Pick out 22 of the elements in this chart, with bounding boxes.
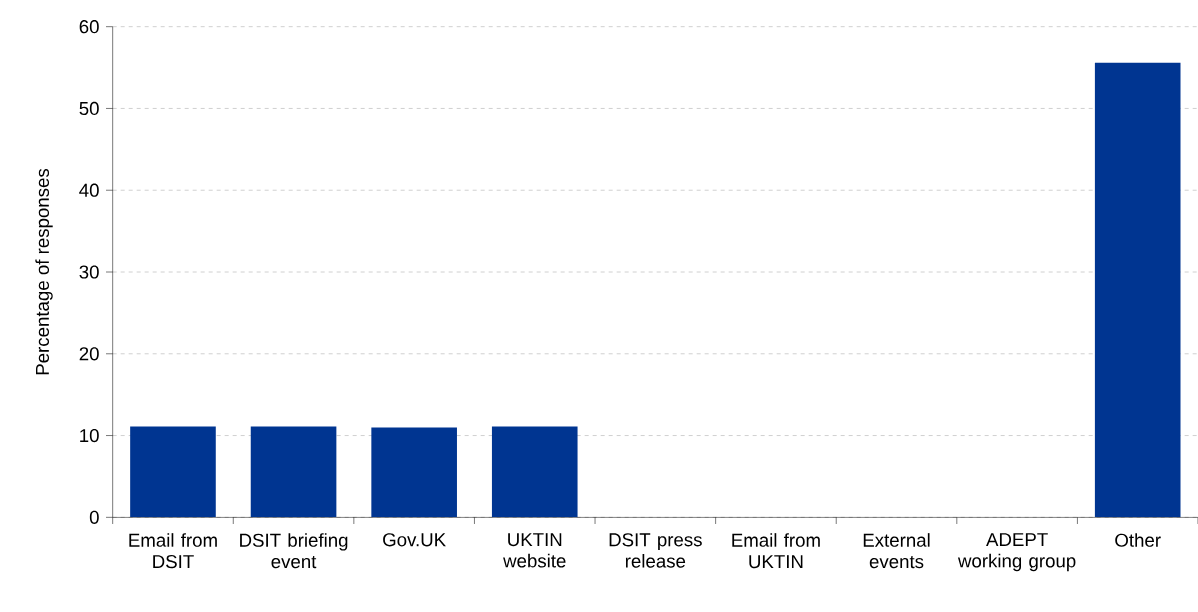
y-tick-label: 60 [79, 20, 99, 34]
x-tick-label: ADEPT working group [957, 533, 1076, 572]
x-tick-label: Gov.UK [383, 533, 446, 547]
y-tick-label: 20 [79, 347, 99, 361]
x-tick-label: Email from DSIT [129, 533, 217, 569]
bar [130, 426, 216, 518]
y-tick-label: 0 [89, 510, 99, 524]
y-tick-label: 50 [79, 101, 99, 116]
y-tick-label: 30 [79, 265, 99, 279]
x-tick-label: UKTIN website [503, 533, 566, 568]
x-tick-label: Email from UKTIN [732, 533, 820, 569]
bar [250, 426, 337, 518]
y-tick-label: 10 [80, 428, 99, 443]
x-tick-label: DSIT briefing event [240, 533, 348, 569]
y-axis-title: Percentage of responses [35, 168, 53, 375]
y-tick-label: 40 [79, 183, 99, 197]
x-tick-label: Other [1115, 533, 1161, 547]
bar [491, 426, 578, 518]
x-tick-label: DSIT press release [609, 533, 702, 568]
x-tick-label: External events [863, 533, 930, 569]
bar [371, 427, 457, 518]
bar [1094, 62, 1181, 518]
